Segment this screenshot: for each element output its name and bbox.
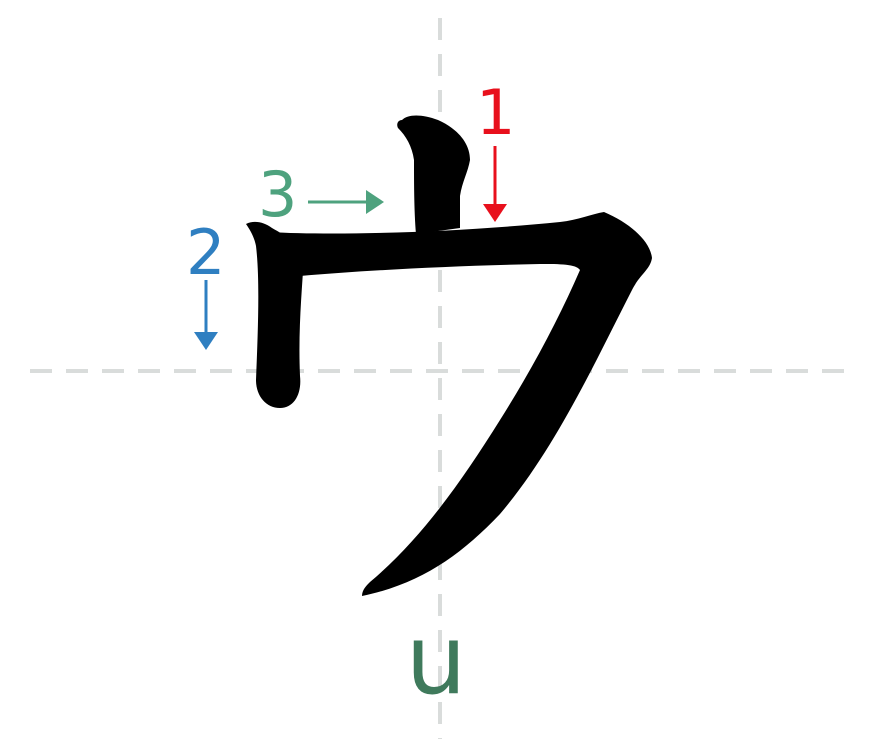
glyph-stroke-2	[246, 221, 304, 408]
glyph-stroke-1	[397, 115, 470, 234]
stroke-arrows	[194, 146, 507, 350]
romaji-label: u	[405, 604, 467, 716]
stroke-2-number: 2	[186, 216, 226, 289]
stroke-3-arrow	[308, 190, 384, 214]
stroke-3-number: 3	[258, 158, 298, 231]
stroke-1-number: 1	[476, 76, 516, 149]
glyph-stroke-3	[268, 212, 652, 596]
stroke-2-arrow	[194, 280, 218, 350]
katakana-glyph	[246, 115, 652, 596]
stroke-1-arrow	[483, 146, 507, 222]
